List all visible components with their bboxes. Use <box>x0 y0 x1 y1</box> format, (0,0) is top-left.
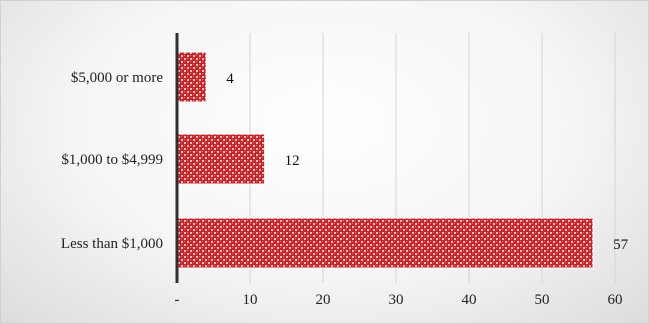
data-label-1: 12 <box>285 153 300 169</box>
bars <box>177 51 594 269</box>
data-label-0: 4 <box>226 71 234 87</box>
x-tick-label-3: 30 <box>389 292 404 308</box>
x-tick-label-1: 10 <box>243 292 258 308</box>
x-tick-label-5: 50 <box>535 292 550 308</box>
x-tick-label-0: - <box>175 292 180 308</box>
bar-0 <box>177 51 207 103</box>
x-tick-label-2: 20 <box>316 292 331 308</box>
category-labels: $5,000 or more $1,000 to $4,999 Less than … <box>61 70 163 252</box>
x-tick-label-4: 40 <box>462 292 477 308</box>
data-labels: 4 12 57 <box>226 71 628 253</box>
bar-2 <box>177 217 594 269</box>
category-label-2: Less than $1,000 <box>61 236 163 252</box>
x-tick-label-6: 60 <box>608 292 623 308</box>
data-label-2: 57 <box>613 237 629 253</box>
category-label-0: $5,000 or more <box>71 70 163 86</box>
bar-1 <box>177 133 266 185</box>
x-tick-labels: - 10 20 30 40 50 60 <box>175 292 623 308</box>
category-label-1: $1,000 to $4,999 <box>61 152 163 168</box>
